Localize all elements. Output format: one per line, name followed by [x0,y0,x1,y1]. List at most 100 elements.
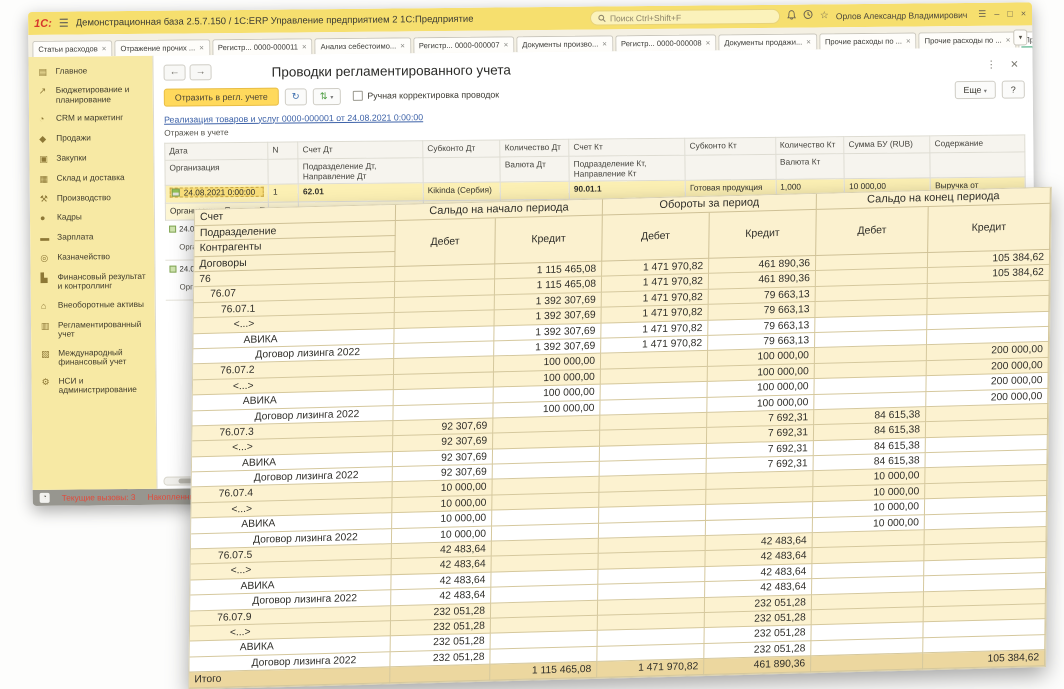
kebab-menu-icon[interactable]: ⋮ [986,59,997,71]
posting-date-cell[interactable]: 24.08.2021 0:00:00 [169,186,264,198]
home-icon: ▤ [38,66,48,77]
tab-label: Регистр... 0000-000011 [217,42,299,53]
col-sub-dt[interactable]: Субконто Дт [422,139,501,158]
sub-debit: Дебет [395,217,496,267]
tab[interactable]: Анализ себестоимо... × [314,37,411,55]
sidebar-item[interactable]: ◔ CRM и маркетинг [29,109,153,130]
help-button[interactable]: ? [1001,80,1025,99]
sidebar-item[interactable]: ◎ Казначейство [30,247,154,268]
tab[interactable]: Регистр... 0000-000011 × [211,38,313,56]
hr-icon: ● [39,213,46,224]
tab-label: Документы произво... [522,39,599,50]
treasury-icon: ◎ [40,252,49,263]
1c-logo: 1С: [34,17,52,30]
closing-credit: 105 384,62 [923,650,1046,669]
manual-adjustment-checkbox-wrap[interactable]: Ручная корректировка проводок [352,89,500,101]
favorites-star-icon[interactable]: ☆ [819,9,829,21]
close-button[interactable]: × [1020,8,1027,19]
sidebar-item[interactable]: ▥ Регламентированный учет [31,315,155,344]
refresh-button[interactable]: ↻ [284,87,307,106]
tab-label: Регистр... 0000-000007 [418,40,500,51]
col-qty-kt[interactable]: Количество Кт [775,136,845,155]
col-n[interactable]: N [267,141,299,160]
search-icon [598,14,606,22]
sidebar-item-label: Продажи [56,132,91,143]
sidebar-item-label: Производство [56,191,111,203]
sidebar-item[interactable]: ▣ Закупки [29,148,153,169]
tab[interactable]: Регистр... 0000-000008 × [614,34,717,52]
warehouse-icon: ▦ [39,173,49,184]
col-date[interactable]: Дата [164,142,269,161]
app-window: 1С: ☰ Демонстрационная база 2.5.7.150 / … [28,2,1037,506]
tab[interactable]: Статьи расходов × [32,40,113,57]
col-sum[interactable]: Сумма БУ (RUB) [844,135,931,154]
tab[interactable]: Отражение прочих ... × [114,39,210,57]
main-menu-icon[interactable]: ☰ [58,17,69,30]
tab-close-icon[interactable]: × [602,39,608,49]
history-clock-icon[interactable] [803,9,813,22]
reflect-options-button[interactable]: ⇅ ▾ [312,87,341,105]
sidebar: ▤ Главное ↗ Бюджетирование и планировани… [28,55,157,490]
reflect-icon: ⇅ [319,90,328,102]
sidebar-item[interactable]: ⌂ Внеоборотные активы [31,295,155,316]
sidebar-item[interactable]: ⚙ НСИ и администрирование [31,371,155,400]
sidebar-item[interactable]: ▙ Финансовый результат и контроллинг [30,267,154,296]
minimize-button[interactable]: – [994,8,1000,19]
manual-adjustment-checkbox[interactable] [352,90,363,101]
col-acc-dt[interactable]: Счет Дт [298,140,423,159]
manual-adjustment-label: Ручная корректировка проводок [367,89,500,101]
sidebar-item-label: Финансовый результат и контроллинг [57,270,146,291]
performance-icon[interactable]: ◔ [39,492,50,503]
col-descr[interactable]: Содержание [930,134,1025,153]
tab-close-icon[interactable]: × [705,38,711,48]
chevron-down-icon: ▾ [983,88,987,95]
report-body: 76 1 115 465,08 1 471 970,82 461 890,36 … [189,249,1051,689]
notifications-bell-icon[interactable] [787,10,796,23]
sidebar-item[interactable]: ▤ Главное [28,61,152,82]
sidebar-item[interactable]: ▬ Зарплата [30,227,154,248]
source-document-link[interactable]: Реализация товаров и услуг 0000-000001 о… [163,111,424,125]
budgeting-icon: ↗ [38,86,47,97]
sidebar-item-label: Склад и доставка [56,171,125,183]
col-acc-kt[interactable]: Счет Кт [568,138,686,157]
sidebar-item[interactable]: ▦ Склад и доставка [30,168,154,189]
tab[interactable]: Документы произво... × [516,35,614,53]
service-menu-icon[interactable]: ☰ [978,8,987,19]
tab[interactable]: Прочие расходы по ... × [818,32,917,50]
sidebar-item[interactable]: ● Кадры [30,208,154,229]
sidebar-item[interactable]: ▧ Международный финансовый учет [31,343,155,372]
tab-close-icon[interactable]: × [400,41,405,51]
tab[interactable]: Прочие расходы по ... × [918,31,1017,49]
tab-close-icon[interactable]: × [1005,35,1011,45]
col-qty-dt[interactable]: Количество Дт [500,139,570,157]
global-search-input[interactable]: Поиск Ctrl+Shift+F [589,8,780,26]
admin-icon: ⚙ [41,376,50,387]
sidebar-item[interactable]: ⚒ Производство [30,188,154,209]
tab-close-icon[interactable]: × [101,44,107,54]
sidebar-item[interactable]: ◆ Продажи [29,128,153,149]
tab[interactable]: Документы продажи... × [718,33,817,51]
close-form-icon[interactable]: ✕ [1010,58,1019,71]
tab-close-icon[interactable]: × [301,42,307,52]
sidebar-item[interactable]: ↗ Бюджетирование и планирование [29,81,153,110]
post-to-regulated-accounting-button[interactable]: Отразить в регл. учете [163,87,279,107]
back-button[interactable]: ← [163,64,186,81]
col-sub-kt[interactable]: Субконто Кт [684,137,776,156]
sidebar-item-label: Регламентированный учет [57,318,142,339]
sidebar-item-label: Зарплата [57,231,94,242]
tab-close-icon[interactable]: × [503,40,509,50]
tab-close-icon[interactable]: × [905,36,911,46]
tab-close-icon[interactable]: × [806,37,811,47]
sales-icon: ◆ [39,133,47,145]
tab[interactable]: Регистр... 0000-000007 × [412,36,515,54]
tab-list-dropdown[interactable]: ▾ [1013,29,1028,46]
forward-button[interactable]: → [189,64,212,81]
turnover-credit: 461 890,36 [704,656,812,675]
maximize-button[interactable]: □ [1007,8,1013,19]
sub-credit: Кредит [495,215,603,265]
current-user[interactable]: Орлов Александр Владимирович [835,9,968,21]
sub-credit: Кредит [709,209,817,259]
sidebar-item-label: НСИ и администрирование [58,375,137,395]
tab-close-icon[interactable]: × [199,43,204,53]
more-button[interactable]: Еще ▾ [954,80,996,100]
